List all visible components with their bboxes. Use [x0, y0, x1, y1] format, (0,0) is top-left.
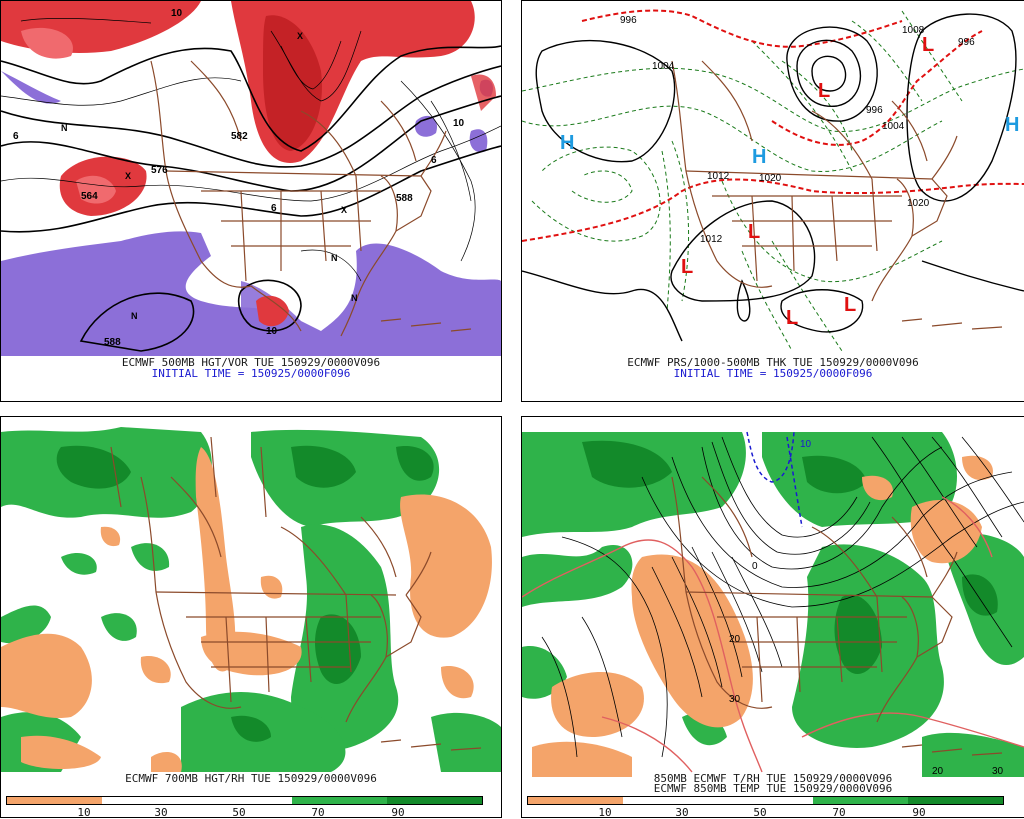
contour-label: N	[351, 293, 358, 303]
high-pressure-center: H	[560, 132, 574, 154]
contour-label: 588	[396, 193, 413, 204]
contour-label: 564	[81, 191, 98, 202]
rh-colorbar-700	[6, 796, 483, 805]
colorbar-seg	[7, 797, 102, 804]
colorbar-seg	[102, 797, 197, 804]
colorbar-tick: 30	[154, 806, 168, 818]
panel-700mb-hgt-rh: ECMWF 700MB HGT/RH TUE 150929/0000V096 1…	[0, 416, 502, 818]
temp-contour-label: 0	[752, 561, 758, 572]
temp-contour-label: 20	[932, 766, 944, 777]
caption-850mb-t-rh: 850MB ECMWF T/RH TUE 150929/0000V096	[653, 772, 893, 785]
colorbar-tick: 50	[753, 806, 767, 818]
contour-label: 10	[171, 8, 183, 19]
caption-500mb-init: INITIAL TIME = 150925/0000F096	[151, 367, 351, 380]
colorbar-seg	[813, 797, 908, 804]
isobar-label: 1012	[707, 171, 730, 182]
contour-label: N	[131, 311, 138, 321]
high-pressure-center: H	[752, 146, 766, 168]
temp-contour-label: 30	[729, 694, 741, 705]
colorbar-tick: 50	[232, 806, 246, 818]
map-500mb: 576 564 582 588 588 10 6 6 6 10 N N N X …	[1, 1, 501, 356]
caption-850mb-temp: ECMWF 850MB TEMP TUE 150929/0000V096	[653, 782, 893, 795]
contour-label: 576	[151, 165, 168, 176]
colorbar-seg	[292, 797, 387, 804]
low-pressure-center: L	[681, 256, 693, 278]
isobar-label: 1012	[700, 234, 723, 245]
contour-label: X	[341, 205, 347, 215]
colorbar-seg	[908, 797, 1003, 804]
colorbar-seg	[197, 797, 292, 804]
caption-prs-thk-title: ECMWF PRS/1000-500MB THK TUE 150929/0000…	[627, 356, 919, 369]
low-pressure-center: L	[922, 34, 934, 56]
low-pressure-center: L	[748, 221, 760, 243]
contour-label: 582	[231, 131, 248, 142]
isobar-label: 1020	[907, 198, 930, 209]
colorbar-ticks-700: 10 30 50 70 90	[6, 806, 483, 818]
isobar-label: 996	[866, 105, 883, 116]
isobar-label: 1020	[759, 173, 782, 184]
isobar-label: 996	[958, 37, 975, 48]
rh-colorbar-850	[527, 796, 1004, 805]
colorbar-tick: 10	[77, 806, 91, 818]
contour-label: 6	[431, 155, 437, 166]
contour-label: 10	[453, 118, 465, 129]
panel-500mb-hgt-vor: 576 564 582 588 588 10 6 6 6 10 N N N X …	[0, 0, 502, 402]
contour-label: 588	[104, 337, 121, 348]
map-700mb	[1, 417, 501, 772]
colorbar-tick: 70	[832, 806, 846, 818]
colorbar-tick: 30	[675, 806, 689, 818]
caption-500mb-title: ECMWF 500MB HGT/VOR TUE 150929/0000V096	[121, 356, 381, 369]
colorbar-tick: 90	[391, 806, 405, 818]
colorbar-seg	[718, 797, 813, 804]
contour-label: 6	[13, 131, 19, 142]
colorbar-tick: 10	[598, 806, 612, 818]
isobar-label: 996	[620, 15, 637, 26]
isobar-label: 1008	[902, 25, 925, 36]
contour-label: N	[331, 253, 338, 263]
colorbar-seg	[528, 797, 623, 804]
map-850mb: 0 10 20 30 20 30	[522, 417, 1024, 777]
temp-contour-label: 30	[992, 766, 1004, 777]
panel-850mb-t-rh: 0 10 20 30 20 30 850MB ECMWF T/RH TUE 15…	[521, 416, 1024, 818]
low-pressure-center: L	[818, 80, 830, 102]
colorbar-tick: 90	[912, 806, 926, 818]
colorbar-seg	[623, 797, 718, 804]
colorbar-ticks-850: 10 30 50 70 90	[527, 806, 1004, 818]
isobar-label: 1004	[882, 121, 905, 132]
low-pressure-center: L	[786, 307, 798, 329]
contour-label: 10	[266, 326, 278, 337]
contour-label: X	[125, 171, 131, 181]
panel-prs-thk: H H H L L L L L L 996 1004 1020 1012 102…	[521, 0, 1024, 402]
colorbar-seg	[387, 797, 482, 804]
isobar-label: 1004	[652, 61, 675, 72]
contour-label: N	[61, 123, 68, 133]
high-pressure-center: H	[1005, 114, 1019, 136]
caption-700mb-title: ECMWF 700MB HGT/RH TUE 150929/0000V096	[125, 772, 377, 785]
colorbar-tick: 70	[311, 806, 325, 818]
contour-label: X	[297, 31, 303, 41]
temp-contour-label: 10	[800, 439, 812, 450]
contour-label: 6	[271, 203, 277, 214]
caption-prs-thk-init: INITIAL TIME = 150925/0000F096	[673, 367, 873, 380]
map-prs-thk: H H H L L L L L L 996 1004 1020 1012 102…	[522, 1, 1024, 356]
temp-contour-label: 20	[729, 634, 741, 645]
low-pressure-center: L	[844, 294, 856, 316]
